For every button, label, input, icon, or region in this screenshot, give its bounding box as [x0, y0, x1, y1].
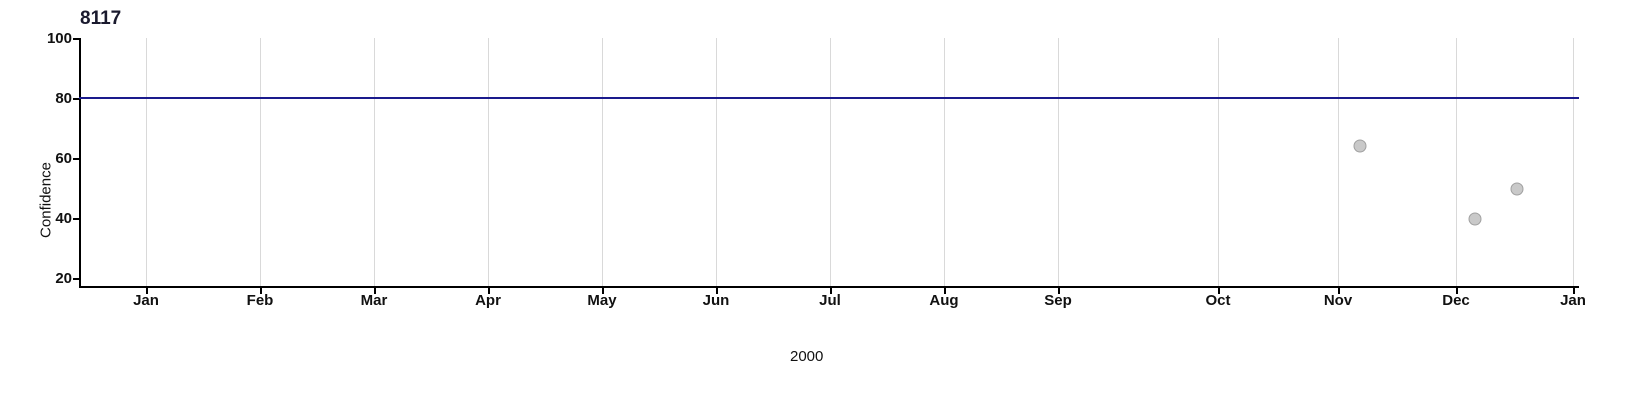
x-axis-line — [79, 286, 1579, 288]
gridline-oct — [1218, 38, 1219, 286]
gridline-jul — [830, 38, 831, 286]
x-tick-label-mar: Mar — [344, 292, 404, 309]
y-tick-label-40: 40 — [32, 210, 72, 227]
gridline-may — [602, 38, 603, 286]
y-tick-label-60: 60 — [32, 150, 72, 167]
x-tick-label-jun: Jun — [686, 292, 746, 309]
gridline-jun — [716, 38, 717, 286]
data-point-2[interactable] — [1469, 213, 1482, 226]
x-tick-label-jan-end: Jan — [1543, 292, 1603, 309]
x-tick-label-nov: Nov — [1308, 292, 1368, 309]
y-tick-label-100: 100 — [32, 30, 72, 47]
x-tick-label-feb: Feb — [230, 292, 290, 309]
gridline-aug — [944, 38, 945, 286]
data-point-1[interactable] — [1354, 140, 1367, 153]
x-tick-label-oct: Oct — [1188, 292, 1248, 309]
x-tick-label-jul: Jul — [800, 292, 860, 309]
y-axis-line — [79, 38, 81, 286]
gridline-dec — [1456, 38, 1457, 286]
gridline-jan-end — [1573, 38, 1574, 286]
chart-title: 8117 — [80, 8, 121, 30]
gridline-apr — [488, 38, 489, 286]
gridline-sep — [1058, 38, 1059, 286]
x-tick-label-aug: Aug — [914, 292, 974, 309]
data-point-3[interactable] — [1511, 183, 1524, 196]
x-tick-label-sep: Sep — [1028, 292, 1088, 309]
x-tick-label-apr: Apr — [458, 292, 518, 309]
gridline-jan — [146, 38, 147, 286]
plot-area: 8117 Confidence 100 80 60 40 20 — [0, 0, 1650, 400]
gridline-nov — [1338, 38, 1339, 286]
x-tick-label-may: May — [572, 292, 632, 309]
x-axis-title: 2000 — [790, 348, 823, 365]
reference-line-80 — [79, 97, 1579, 99]
y-tick-label-20: 20 — [32, 270, 72, 287]
x-tick-label-jan: Jan — [116, 292, 176, 309]
gridline-feb — [260, 38, 261, 286]
chart-container: 8117 Confidence 100 80 60 40 20 — [0, 0, 1650, 400]
gridline-mar — [374, 38, 375, 286]
x-tick-label-dec: Dec — [1426, 292, 1486, 309]
y-tick-label-80: 80 — [32, 90, 72, 107]
